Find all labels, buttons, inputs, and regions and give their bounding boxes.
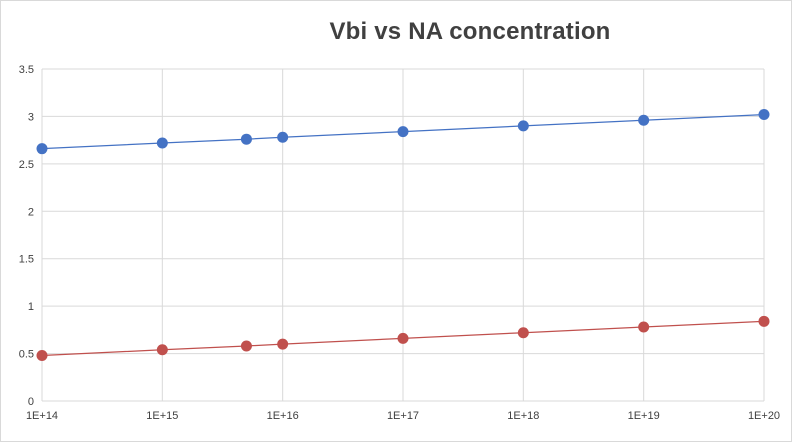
y-tick-label: 0	[28, 396, 34, 408]
data-point	[517, 120, 529, 132]
data-point	[277, 338, 289, 350]
x-tick-label: 1E+15	[146, 410, 178, 422]
data-point	[397, 332, 409, 344]
chart-title: Vbi vs NA concentration	[329, 18, 611, 45]
data-point	[638, 114, 650, 126]
series-2	[36, 315, 770, 361]
gridlines	[41, 68, 765, 402]
data-point	[36, 349, 48, 361]
series-1	[36, 109, 770, 155]
data-point	[156, 344, 168, 356]
data-point	[397, 126, 409, 138]
y-tick-label: 3	[28, 111, 34, 123]
y-tick-label: 3.5	[19, 64, 34, 76]
series-line	[41, 113, 765, 150]
y-tick-label: 1.5	[19, 254, 34, 266]
axes: 0 0.5 1 1.5 2 2.5 3 3.5 1E+14 1E+15 1E+16 1E+17 1E+1…	[19, 64, 780, 422]
series-layer	[36, 109, 770, 361]
data-point	[240, 133, 252, 145]
x-tick-label: 1E+14	[26, 410, 58, 422]
x-tick-label: 1E+20	[748, 410, 780, 422]
x-tick-label: 1E+17	[387, 410, 419, 422]
x-tick-label: 1E+18	[507, 410, 539, 422]
data-point	[758, 109, 770, 121]
y-tick-label: 0.5	[19, 349, 34, 361]
y-tick-label: 1	[28, 301, 34, 313]
x-tick-label: 1E+19	[628, 410, 660, 422]
data-point	[156, 137, 168, 149]
y-tick-label: 2	[28, 206, 34, 218]
x-tick-label: 1E+16	[267, 410, 299, 422]
data-point	[517, 327, 529, 339]
data-point	[36, 143, 48, 155]
data-point	[240, 340, 252, 352]
data-point	[638, 321, 650, 333]
series-line	[41, 320, 765, 357]
y-tick-label: 2.5	[19, 159, 34, 171]
data-point	[277, 131, 289, 143]
data-point	[758, 315, 770, 327]
